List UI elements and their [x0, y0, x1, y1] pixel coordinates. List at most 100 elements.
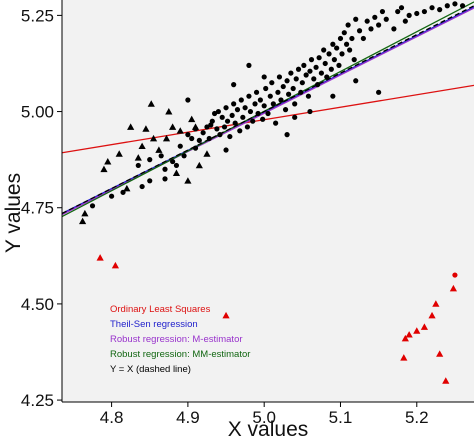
fit-line-4 — [62, 5, 474, 215]
series-0-point-51 — [263, 85, 269, 92]
series-0-point-1 — [108, 193, 115, 199]
series-0-point-82 — [322, 60, 328, 67]
legend-entry-3: Robust regression: MM-estimator — [110, 349, 250, 360]
series-1-point-19 — [123, 184, 131, 192]
series-2-point-2 — [222, 311, 230, 319]
series-0-point-99 — [356, 28, 363, 34]
series-2-point-1 — [111, 261, 120, 269]
x-tick-label-2: 5.0 — [252, 408, 276, 427]
x-tick-label-0: 4.8 — [100, 408, 124, 427]
series-0-point-56 — [273, 120, 279, 126]
series-0-point-81 — [321, 47, 327, 53]
series-1-point-3 — [104, 157, 112, 165]
series-0-point-128 — [223, 147, 229, 153]
series-0-point-59 — [278, 97, 284, 103]
series-1-point-13 — [184, 177, 192, 184]
series-1-point-4 — [115, 150, 123, 157]
series-0-point-8 — [162, 166, 168, 172]
series-0-point-28 — [219, 114, 225, 120]
series-0-point-49 — [260, 116, 266, 122]
series-2-point-6 — [413, 327, 421, 334]
series-0-point-58 — [276, 74, 283, 80]
series-2-point-7 — [420, 323, 429, 330]
series-0-point-43 — [247, 108, 254, 115]
series-0-point-115 — [437, 7, 443, 13]
series-0-point-93 — [343, 41, 350, 47]
series-1-point-12 — [176, 127, 184, 134]
series-0-point-39 — [240, 114, 246, 120]
series-0-point-121 — [307, 108, 313, 115]
series-1-point-9 — [155, 146, 163, 153]
series-0-point-123 — [261, 74, 267, 80]
series-0-point-11 — [173, 162, 180, 169]
series-0-point-36 — [234, 107, 241, 113]
series-0-point-105 — [379, 8, 386, 15]
series-0-point-111 — [406, 12, 412, 18]
series-0-point-67 — [293, 76, 299, 82]
series-0-point-5 — [135, 162, 141, 169]
series-0-point-120 — [292, 114, 298, 120]
series-0-point-100 — [360, 35, 366, 42]
series-0-point-77 — [313, 64, 319, 70]
series-3-point-0 — [452, 272, 458, 278]
series-0-point-69 — [298, 89, 304, 95]
series-0-point-29 — [221, 124, 228, 130]
series-0-point-64 — [288, 70, 294, 76]
series-0-point-14 — [185, 132, 191, 138]
series-2-point-11 — [442, 377, 450, 384]
y-axis-title: Y values — [2, 173, 25, 253]
series-0-point-118 — [459, 3, 466, 9]
series-2-point-8 — [428, 311, 436, 319]
series-0-point-50 — [261, 103, 267, 109]
series-0-point-60 — [280, 83, 286, 90]
y-tick-label-3: 5.00 — [21, 103, 54, 122]
series-0-point-3 — [139, 183, 145, 190]
series-0-point-75 — [308, 57, 315, 63]
series-0-point-66 — [292, 101, 298, 107]
series-2-point-3 — [400, 354, 408, 361]
y-tick-label-1: 4.50 — [21, 295, 54, 314]
series-0-point-62 — [284, 78, 290, 84]
series-0-point-70 — [299, 80, 305, 86]
series-0-point-4 — [147, 178, 153, 184]
series-0-point-18 — [196, 137, 202, 144]
series-0-point-110 — [402, 18, 408, 24]
series-1-point-18 — [203, 150, 211, 157]
series-0-point-10 — [170, 158, 176, 165]
series-1-point-8 — [147, 100, 155, 107]
legend-entry-4: Y = X (dashed line) — [110, 364, 191, 375]
series-0-point-94 — [345, 22, 351, 28]
series-0-point-16 — [192, 145, 199, 151]
legend: Ordinary Least Squares Theil-Sen regressi… — [110, 304, 250, 375]
series-0-point-34 — [231, 101, 237, 107]
legend-entry-2: Robust regression: M-estimator — [110, 334, 243, 345]
series-0-point-30 — [223, 105, 229, 111]
series-0-point-98 — [353, 16, 359, 22]
series-0-point-84 — [326, 51, 332, 57]
series-1-point-2 — [100, 165, 108, 173]
series-0-point-53 — [267, 93, 273, 99]
series-1-point-16 — [165, 107, 173, 115]
x-tick-label-4: 5.2 — [405, 408, 429, 427]
series-0-point-92 — [341, 30, 347, 36]
series-2-point-10 — [436, 350, 444, 357]
series-1-point-15 — [149, 134, 158, 142]
series-0-point-47 — [255, 110, 261, 117]
series-1-point-1 — [81, 209, 89, 217]
series-0-point-32 — [227, 133, 233, 140]
series-0-point-74 — [307, 68, 313, 74]
series-0-point-101 — [364, 18, 370, 24]
series-2-point-0 — [96, 254, 104, 261]
fit-line-3 — [62, 1, 474, 218]
series-1-point-7 — [142, 125, 150, 132]
series-1-point-6 — [134, 154, 142, 161]
series-0-point-0 — [89, 203, 96, 209]
series-0-point-40 — [242, 105, 248, 111]
series-0-point-65 — [290, 85, 296, 92]
series-0-point-95 — [347, 47, 353, 53]
series-1-point-22 — [191, 123, 200, 130]
series-1-point-0 — [79, 217, 87, 225]
series-0-point-21 — [206, 135, 212, 142]
series-0-point-122 — [231, 82, 237, 88]
